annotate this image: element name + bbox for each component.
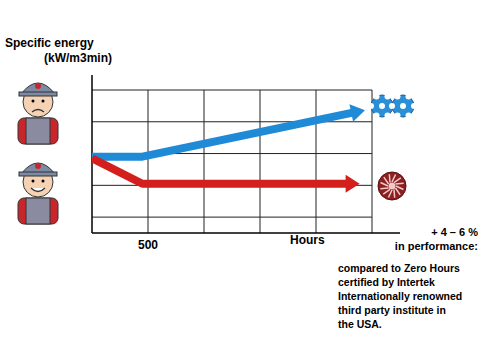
grid-line xyxy=(316,90,317,233)
grid-line xyxy=(92,90,372,91)
sad-mechanic xyxy=(18,83,58,144)
annotation: + 4 – 6 % xyxy=(431,226,478,238)
annotation: compared to Zero Hours xyxy=(338,262,460,274)
tick-label: 500 xyxy=(138,238,158,252)
axis-label: (kW/m3min) xyxy=(44,51,112,65)
plot-area xyxy=(92,104,365,192)
turbo-wheel-icon xyxy=(378,172,406,200)
annotation: the USA. xyxy=(338,318,382,330)
annotation: in performance: xyxy=(395,240,478,252)
annotation: third party institute in xyxy=(338,304,446,316)
chart: 500 Specific energy(kW/m3min) Hours + 4 – 6… xyxy=(0,0,484,353)
grid-line xyxy=(92,217,372,218)
screw-rotor-icon xyxy=(368,93,417,118)
annotation: certified by Intertek xyxy=(338,276,435,288)
grid-line xyxy=(204,90,205,233)
series-line xyxy=(92,158,350,183)
grid-line xyxy=(260,90,261,233)
happy-mechanic xyxy=(18,163,58,224)
x-axis xyxy=(92,232,400,234)
series-line xyxy=(92,112,355,157)
axis-label: Hours xyxy=(290,233,325,247)
arrow-head xyxy=(349,104,365,122)
annotation: Internationally renowned xyxy=(338,290,462,302)
arrow-head xyxy=(346,175,360,193)
axis-label: Specific energy xyxy=(5,36,94,50)
grid-line xyxy=(148,90,149,233)
